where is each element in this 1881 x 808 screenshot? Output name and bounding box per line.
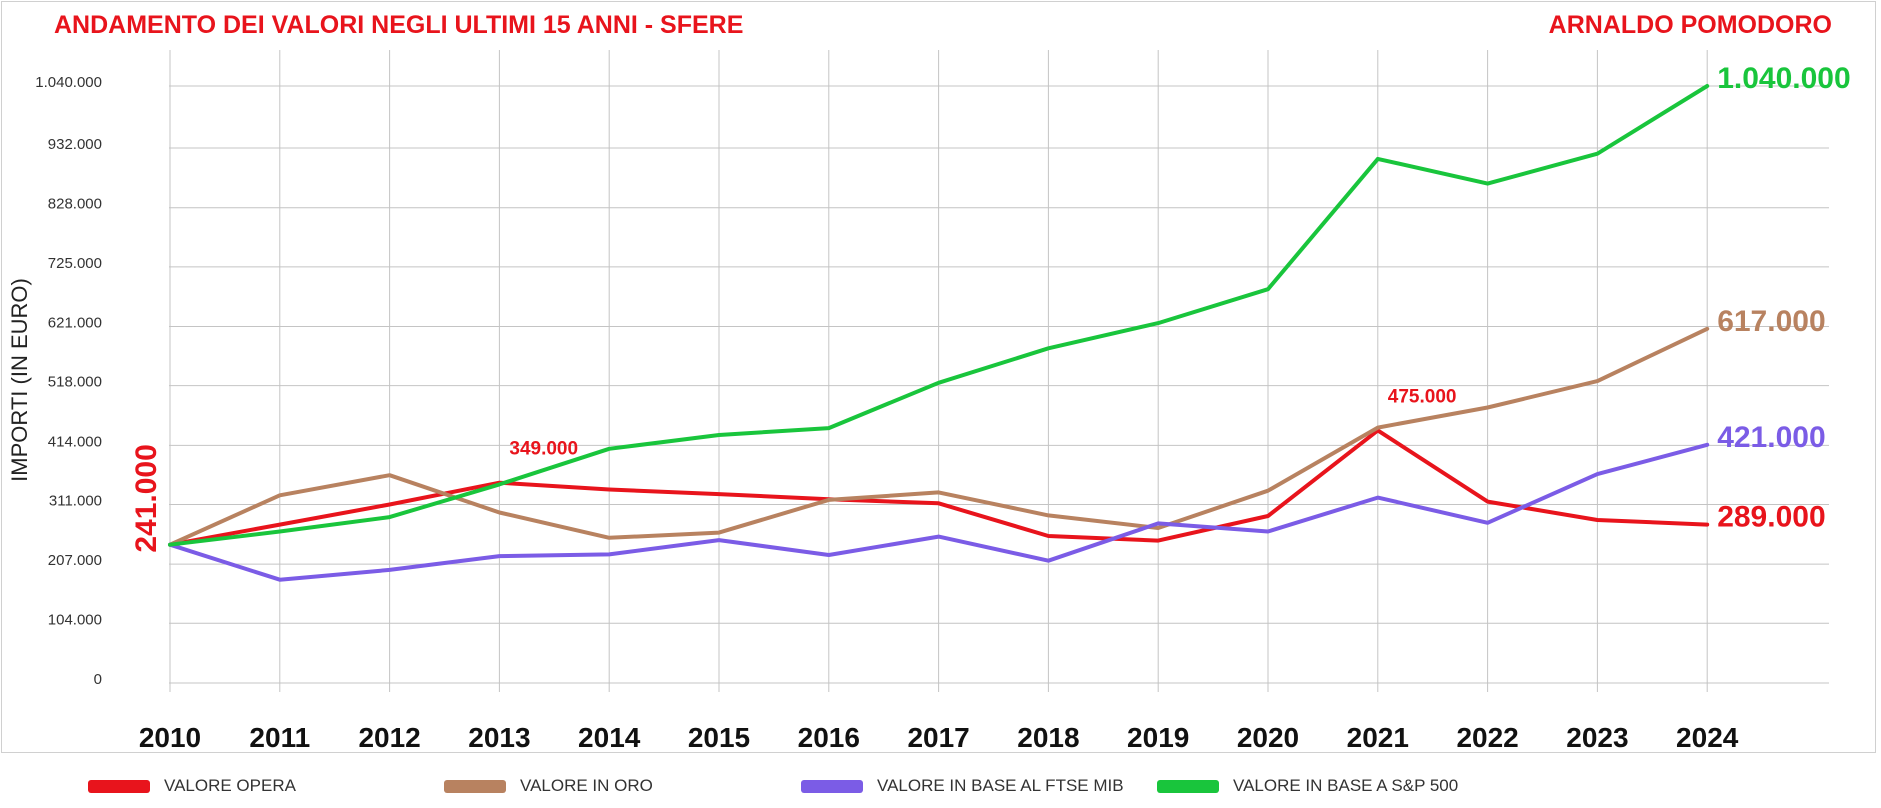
y-tick-label: 828.000 — [48, 196, 102, 213]
series-lines — [168, 84, 1710, 582]
x-tick-label: 2018 — [1017, 722, 1079, 753]
legend-label: VALORE IN ORO — [520, 776, 653, 795]
vertical-gridlines — [169, 50, 1708, 692]
data-annotations: 241.000 349.000 475.000 289.000 617.000 421.0… — [130, 62, 1851, 553]
y-axis-label: IMPORTI (IN EURO) — [7, 278, 32, 482]
legend-label: VALORE IN BASE AL FTSE MIB — [877, 776, 1124, 795]
x-tick-label: 2012 — [358, 722, 420, 753]
legend-swatch — [444, 779, 506, 793]
legend-item: VALORE OPERA — [88, 776, 296, 796]
point-value-label: 475.000 — [1388, 386, 1457, 407]
x-tick-label: 2015 — [688, 722, 750, 753]
x-tick-label: 2016 — [798, 722, 860, 753]
legend-swatch — [88, 779, 150, 793]
x-tick-label: 2011 — [249, 722, 310, 753]
series-line — [168, 84, 1710, 547]
legend-label: VALORE IN BASE A S&P 500 — [1233, 776, 1459, 795]
y-tick-label: 104.000 — [48, 611, 102, 628]
series-line — [168, 428, 1710, 547]
line-chart: 0 104.000 207.000 311.000 414.000 518.000 621.… — [7, 11, 1851, 753]
y-tick-label: 621.000 — [48, 315, 102, 332]
x-tick-label: 2023 — [1566, 722, 1628, 753]
x-tick-label: 2014 — [578, 722, 641, 753]
x-tick-label: 2010 — [139, 722, 201, 753]
end-value-label: 617.000 — [1717, 305, 1825, 338]
x-tick-label: 2013 — [468, 722, 530, 753]
y-tick-label: 518.000 — [48, 374, 102, 391]
x-axis-tick-labels: 2010 2011 2012 2013 2014 2015 2016 2017 2018 2019… — [139, 722, 1739, 753]
legend-item: VALORE IN ORO — [444, 776, 653, 796]
y-tick-label: 0 — [94, 671, 102, 688]
end-value-label: 1.040.000 — [1717, 62, 1850, 95]
y-tick-label: 414.000 — [48, 433, 102, 450]
chart-frame: 0 104.000 207.000 311.000 414.000 518.000 621.… — [1, 1, 1876, 753]
series-line — [168, 442, 1710, 582]
x-tick-label: 2024 — [1676, 722, 1739, 753]
x-tick-label: 2017 — [907, 722, 969, 753]
legend-swatch — [801, 779, 863, 793]
legend-item: VALORE IN BASE A S&P 500 — [1157, 776, 1458, 796]
end-value-label: 289.000 — [1717, 501, 1825, 534]
chart-subtitle: ARNALDO POMODORO — [1549, 11, 1832, 39]
end-value-label: 421.000 — [1717, 421, 1825, 454]
y-tick-label: 1.040.000 — [35, 74, 102, 91]
y-tick-label: 311.000 — [49, 492, 102, 509]
x-tick-label: 2019 — [1127, 722, 1189, 753]
legend-item: VALORE IN BASE AL FTSE MIB — [801, 776, 1124, 796]
legend-swatch — [1157, 779, 1219, 793]
x-tick-label: 2022 — [1456, 722, 1518, 753]
legend-label: VALORE OPERA — [164, 776, 296, 795]
x-tick-label: 2020 — [1237, 722, 1299, 753]
y-tick-label: 725.000 — [48, 255, 102, 272]
chart-title: ANDAMENTO DEI VALORI NEGLI ULTIMI 15 ANN… — [54, 11, 743, 39]
x-tick-label: 2021 — [1347, 722, 1409, 753]
y-tick-label: 207.000 — [48, 552, 102, 569]
start-value-label: 241.000 — [130, 444, 163, 552]
y-tick-label: 932.000 — [48, 136, 102, 153]
series-line — [168, 326, 1710, 547]
y-axis-tick-labels: 0 104.000 207.000 311.000 414.000 518.000 621.… — [35, 74, 102, 688]
point-value-label: 349.000 — [509, 439, 578, 460]
